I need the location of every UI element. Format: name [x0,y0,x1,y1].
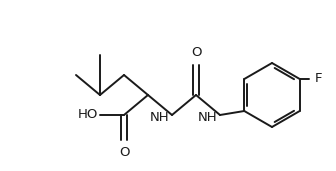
Text: O: O [191,46,201,59]
Text: NH: NH [150,111,170,124]
Text: O: O [119,146,129,159]
Text: HO: HO [78,109,98,122]
Text: F: F [315,73,322,86]
Text: NH: NH [198,111,218,124]
